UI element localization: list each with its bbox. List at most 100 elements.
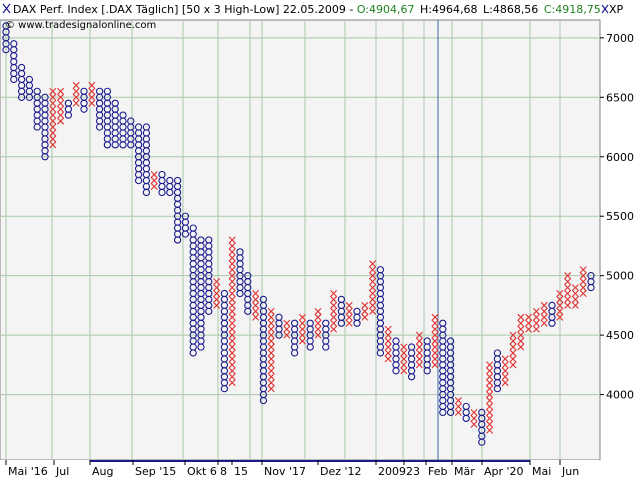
x-box	[267, 319, 275, 327]
x-box	[579, 278, 587, 286]
x-box	[72, 99, 80, 107]
x-column	[400, 343, 408, 375]
x-box	[532, 307, 540, 315]
x-box	[228, 254, 236, 262]
x-box	[501, 379, 509, 387]
x-column	[228, 236, 236, 387]
x-box	[369, 301, 377, 309]
x-box	[213, 278, 221, 286]
o-box	[119, 111, 127, 119]
o-column	[446, 337, 455, 417]
x-box	[57, 87, 65, 95]
x-column	[532, 307, 540, 333]
x-box	[330, 313, 338, 321]
x-column	[571, 284, 579, 309]
o-column	[322, 319, 330, 351]
x-box	[509, 331, 517, 339]
x-box	[228, 301, 236, 309]
x-box	[228, 325, 236, 333]
x-column	[72, 81, 80, 107]
x-box	[540, 319, 548, 327]
x-box	[369, 295, 377, 303]
x-box	[345, 319, 353, 327]
watermark: © www.tradesignalonline.com	[5, 20, 156, 31]
x-box	[228, 266, 236, 274]
x-tick-label: 8	[220, 465, 227, 478]
x-box	[525, 325, 533, 333]
x-box	[228, 278, 236, 286]
x-box	[49, 117, 57, 125]
x-box	[283, 319, 291, 327]
x-box	[228, 319, 236, 327]
x-box	[556, 313, 564, 321]
x-box	[267, 367, 275, 375]
x-box	[501, 355, 509, 363]
x-box	[579, 272, 587, 280]
x-column	[525, 313, 533, 333]
o-box	[337, 295, 346, 304]
o-box	[80, 87, 88, 96]
x-column	[88, 81, 96, 107]
x-box	[228, 242, 236, 250]
x-box	[150, 177, 158, 185]
chart-type-label: XP	[601, 3, 624, 16]
x-box	[57, 111, 65, 119]
o-column	[205, 236, 213, 316]
x-box	[267, 385, 275, 393]
x-column	[454, 397, 462, 416]
x-column	[57, 87, 65, 125]
x-box	[252, 295, 260, 303]
o-column	[236, 248, 244, 298]
pnf-symbol-icon	[2, 3, 11, 14]
o-box	[275, 313, 283, 321]
o-column	[95, 87, 104, 131]
x-box	[400, 349, 408, 357]
o-box	[392, 337, 400, 345]
o-column	[220, 289, 229, 393]
x-box	[369, 290, 377, 298]
x-tick-label: Sep '15	[135, 465, 176, 478]
x-box	[252, 307, 260, 315]
x-box	[252, 313, 260, 321]
x-box	[431, 361, 439, 369]
o-box	[236, 248, 244, 256]
x-box	[330, 307, 338, 315]
o-column	[181, 212, 190, 238]
x-box	[314, 313, 322, 321]
o-column	[41, 93, 49, 161]
x-box	[384, 337, 392, 345]
o-column	[134, 123, 143, 185]
x-tick-label: 15	[234, 465, 248, 478]
x-box	[267, 379, 275, 387]
x-box	[283, 331, 291, 339]
x-box	[470, 420, 478, 428]
o-column	[111, 99, 119, 149]
header-low: L:4868,56	[483, 3, 538, 16]
pnf-marks	[2, 22, 595, 446]
x-box	[517, 337, 525, 345]
x-box	[228, 355, 236, 363]
x-box	[283, 325, 291, 333]
x-box	[540, 301, 548, 309]
o-column	[376, 266, 385, 357]
o-box	[166, 176, 174, 185]
o-box	[197, 236, 205, 244]
x-box	[88, 87, 96, 95]
svg-text:DAX Perf. Index [.DAX Täglich: DAX Perf. Index [.DAX Täglich] [50 x 3 H…	[13, 3, 601, 16]
x-column	[486, 361, 494, 434]
o-column	[548, 301, 556, 327]
y-tick-label: 6500	[606, 91, 634, 104]
x-box	[252, 301, 260, 309]
x-box	[330, 325, 338, 333]
x-box	[384, 343, 392, 351]
x-column	[509, 331, 517, 369]
x-tick-label: Jun	[561, 465, 579, 478]
x-box	[57, 99, 65, 107]
x-box	[228, 343, 236, 351]
x-column	[252, 290, 260, 321]
o-column	[587, 272, 595, 292]
x-box	[415, 331, 423, 339]
x-column	[298, 313, 306, 345]
x-box	[369, 260, 377, 268]
x-box	[400, 367, 408, 375]
